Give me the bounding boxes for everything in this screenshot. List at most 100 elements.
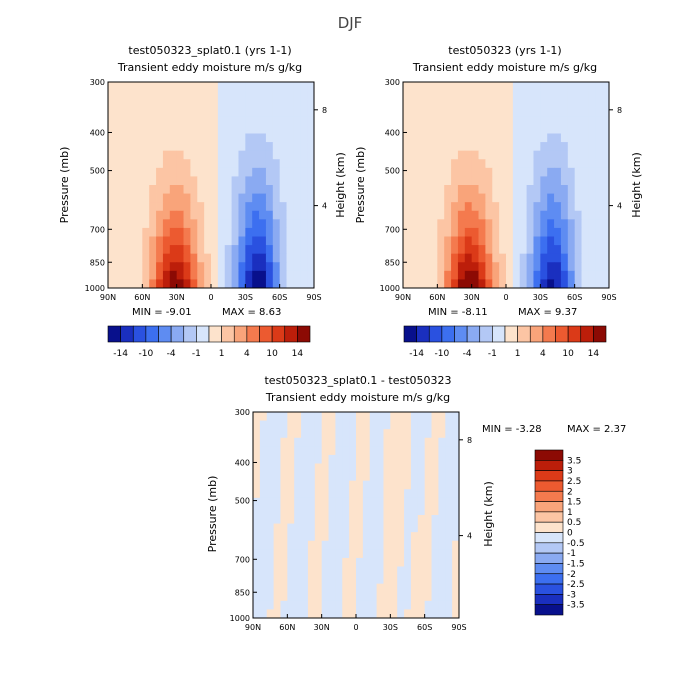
contour-cell	[383, 489, 391, 499]
panel-subtitle: Transient eddy moisture m/s g/kg	[117, 61, 302, 74]
contour-cell	[452, 600, 460, 610]
contour-cell	[204, 270, 212, 280]
contour-cell	[253, 420, 261, 430]
contour-cell	[438, 532, 446, 542]
contour-cell	[547, 245, 555, 255]
contour-cell	[300, 185, 308, 194]
contour-cell	[321, 412, 329, 421]
contour-cell	[423, 227, 431, 237]
contour-cell	[294, 489, 302, 499]
x-tick-label: 60S	[567, 293, 582, 302]
contour-cell	[464, 185, 473, 194]
contour-cell	[376, 429, 384, 439]
contour-cell	[287, 566, 295, 576]
contour-cell	[301, 489, 309, 499]
contour-cell	[560, 99, 569, 109]
contour-cell	[272, 227, 281, 237]
contour-cell	[567, 124, 576, 134]
contour-cell	[471, 133, 479, 143]
contour-cell	[417, 489, 426, 499]
contour-cell	[409, 245, 418, 255]
contour-cell	[342, 583, 350, 593]
contour-cell	[595, 159, 603, 169]
contour-cell	[314, 420, 323, 430]
contour-cell	[108, 210, 116, 220]
contour-cell	[376, 420, 384, 430]
contour-cell	[437, 185, 445, 194]
contour-cell	[595, 202, 603, 212]
contour-cell	[307, 210, 315, 220]
contour-cell	[376, 437, 384, 447]
contour-cell	[430, 185, 438, 194]
contour-cell	[390, 489, 398, 499]
contour-cell	[409, 99, 418, 109]
contour-cell	[183, 107, 191, 117]
contour-cell	[162, 176, 171, 186]
contour-cell	[369, 609, 377, 619]
contour-cell	[451, 124, 459, 134]
contour-cell	[417, 454, 426, 464]
contour-cell	[108, 202, 116, 212]
contour-cell	[478, 185, 486, 194]
contour-cell	[342, 429, 350, 439]
contour-cell	[183, 133, 191, 143]
contour-cell	[526, 236, 534, 246]
contour-cell	[526, 90, 534, 100]
contour-cell	[169, 227, 178, 237]
contour-cell	[287, 480, 295, 490]
contour-cell	[430, 253, 438, 263]
contour-cell	[383, 429, 391, 439]
colorbar-swatch	[534, 594, 564, 605]
contour-cell	[224, 270, 232, 280]
contour-cell	[404, 480, 412, 490]
contour-cell	[245, 159, 253, 169]
contour-cell	[451, 133, 459, 143]
contour-cell	[533, 159, 541, 169]
contour-cell	[376, 497, 384, 507]
contour-cell	[128, 193, 136, 203]
contour-cell	[286, 279, 294, 289]
contour-cell	[526, 142, 534, 152]
contour-cell	[410, 515, 419, 524]
contour-cell	[273, 609, 281, 619]
contour-cell	[560, 150, 569, 160]
contour-cell	[430, 219, 438, 229]
contour-cell	[253, 472, 261, 482]
contour-cell	[259, 609, 268, 619]
contour-cell	[403, 159, 411, 169]
contour-cell	[356, 600, 364, 610]
contour-cell	[266, 557, 274, 567]
contour-cell	[197, 210, 205, 220]
contour-cell	[217, 124, 226, 134]
contour-cell	[560, 107, 569, 117]
contour-cell	[485, 159, 493, 169]
contour-cell	[444, 176, 452, 186]
contour-cell	[273, 575, 281, 585]
contour-cell	[169, 82, 178, 91]
contour-cell	[293, 227, 301, 237]
contour-cell	[445, 489, 453, 499]
contour-cell	[114, 279, 123, 289]
contour-cell	[253, 489, 261, 499]
contour-cell	[176, 133, 184, 143]
contour-cell	[457, 133, 466, 143]
contour-cell	[369, 549, 377, 559]
contour-cell	[409, 253, 418, 263]
contour-cell	[204, 90, 212, 100]
contour-cell	[424, 454, 432, 464]
contour-cell	[588, 193, 596, 203]
contour-cell	[383, 566, 391, 576]
contour-cell	[588, 202, 596, 212]
contour-cell	[169, 133, 178, 143]
contour-cell	[478, 202, 486, 212]
contour-cell	[328, 557, 336, 567]
contour-cell	[445, 480, 453, 490]
contour-cell	[224, 107, 232, 117]
contour-cell	[369, 566, 377, 576]
contour-cell	[492, 245, 500, 255]
colorbar-swatch	[534, 460, 564, 471]
contour-cell	[478, 99, 486, 109]
contour-cell	[560, 245, 569, 255]
contour-cell	[457, 219, 466, 229]
